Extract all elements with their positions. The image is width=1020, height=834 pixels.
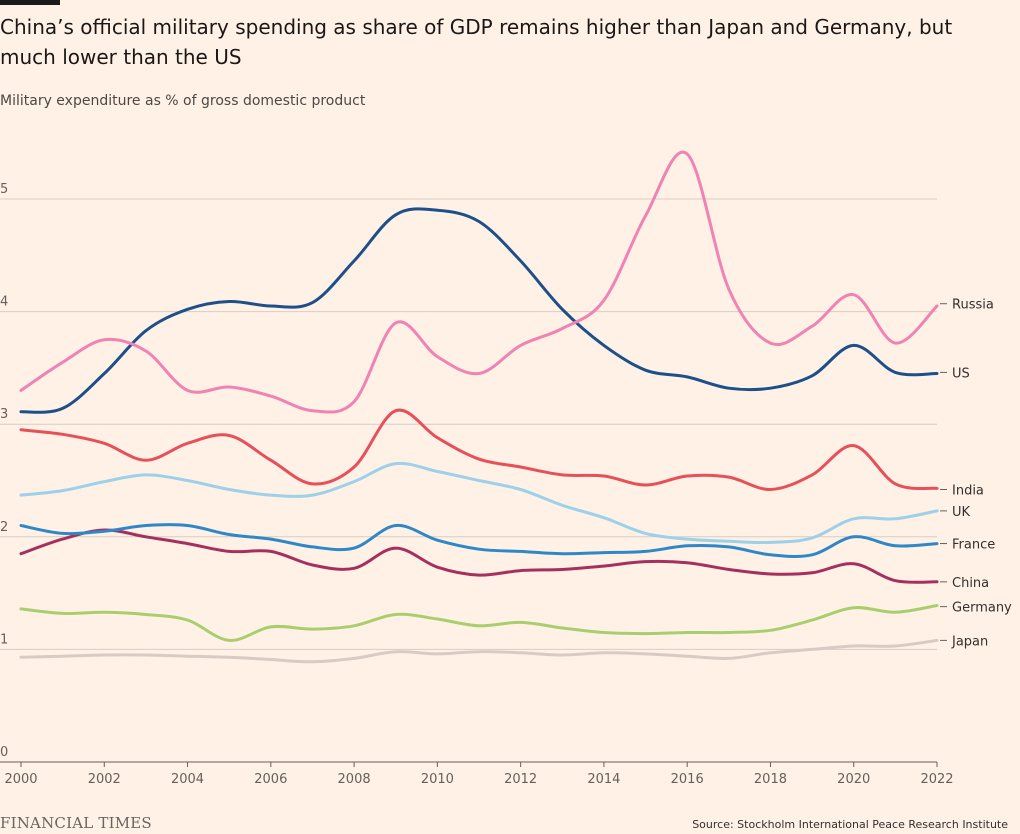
series-line-uk bbox=[19, 461, 939, 545]
x-tick-label: 2008 bbox=[338, 772, 371, 787]
series-line-china bbox=[19, 528, 939, 584]
x-tick-label: 2018 bbox=[754, 772, 787, 787]
series-label-uk: UK bbox=[952, 505, 971, 520]
y-tick-label: 1 bbox=[0, 632, 8, 647]
series-label-russia: Russia bbox=[952, 298, 994, 313]
y-tick-label: 5 bbox=[0, 182, 8, 197]
x-tick-label: 2000 bbox=[4, 772, 37, 787]
x-axis: 2000 2002 2004 2006 2008 2010 2012 2014 2016 2018… bbox=[4, 762, 954, 787]
series-label-france: France bbox=[952, 538, 995, 553]
series-line-japan bbox=[19, 638, 939, 664]
chart-title: China’s official military spending as sh… bbox=[0, 15, 953, 69]
series-line-germany bbox=[19, 604, 939, 642]
series-line-russia bbox=[19, 150, 939, 414]
x-tick-label: 2020 bbox=[837, 772, 870, 787]
x-tick-label: 2004 bbox=[171, 772, 204, 787]
series-line-france bbox=[19, 523, 939, 558]
x-tick-label: 2012 bbox=[504, 772, 537, 787]
series-line-us bbox=[19, 207, 939, 414]
x-tick-label: 2016 bbox=[671, 772, 704, 787]
series-line-india bbox=[19, 408, 939, 492]
x-tick-label: 2022 bbox=[920, 772, 953, 787]
series-label-japan: Japan bbox=[951, 634, 988, 649]
series-label-germany: Germany bbox=[952, 601, 1012, 616]
source-note: Source: Stockholm International Peace Re… bbox=[692, 818, 1008, 831]
y-tick-label: 0 bbox=[0, 745, 8, 760]
lines-layer bbox=[19, 150, 939, 664]
x-tick-label: 2014 bbox=[587, 772, 620, 787]
chart-subtitle: Military expenditure as % of gross domes… bbox=[0, 93, 366, 109]
ft-logo: FINANCIAL TIMES bbox=[0, 814, 152, 832]
series-label-india: India bbox=[952, 484, 984, 499]
grid-layer: 0 1 2 3 4 5 bbox=[0, 182, 937, 763]
labels-layer: Russia US India UK France China Germany Japan bbox=[940, 298, 1012, 649]
x-tick-label: 2010 bbox=[421, 772, 454, 787]
x-tick-label: 2006 bbox=[254, 772, 287, 787]
series-label-us: US bbox=[952, 366, 970, 381]
series-label-china: China bbox=[952, 576, 989, 591]
x-tick-label: 2002 bbox=[88, 772, 121, 787]
y-tick-label: 2 bbox=[0, 520, 8, 535]
y-tick-label: 3 bbox=[0, 407, 8, 422]
brand-bar bbox=[0, 0, 60, 5]
y-tick-label: 4 bbox=[0, 295, 8, 310]
